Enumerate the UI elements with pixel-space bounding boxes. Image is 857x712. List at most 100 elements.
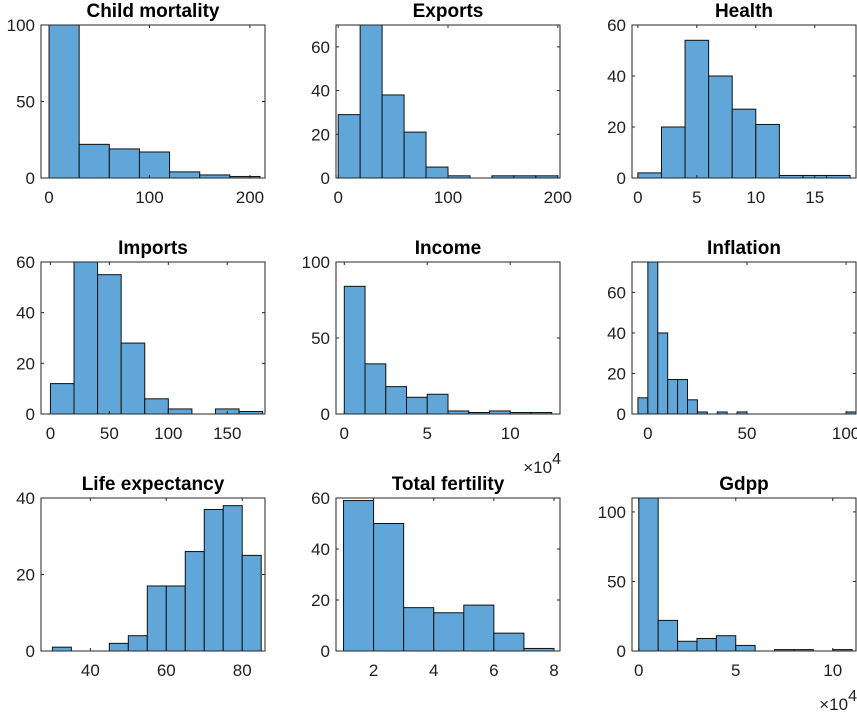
y-tick-label: 50 bbox=[311, 329, 330, 348]
y-tick-label: 0 bbox=[617, 405, 626, 424]
histogram-bar bbox=[493, 632, 525, 651]
histogram-bar bbox=[73, 262, 99, 414]
subplot-title: Imports bbox=[118, 238, 188, 259]
x-tick-label: 5 bbox=[423, 424, 432, 443]
bars bbox=[343, 500, 555, 651]
axes-frame bbox=[40, 261, 266, 415]
x-tick-label: 0 bbox=[633, 188, 642, 207]
subplot-title: Life expectancy bbox=[82, 474, 225, 495]
histogram-bar bbox=[530, 411, 553, 414]
bars bbox=[637, 39, 851, 178]
histogram-bar bbox=[637, 172, 662, 178]
x-tick-label: 80 bbox=[233, 661, 252, 680]
histogram-bar bbox=[78, 143, 110, 178]
histogram-bar bbox=[343, 285, 366, 414]
x-tick-label: 150 bbox=[213, 424, 241, 443]
histogram-bar bbox=[638, 498, 659, 651]
subplot-6: 40 60 80 0 20 40 Life expectancy bbox=[16, 474, 266, 680]
x-tick-label: 200 bbox=[544, 188, 572, 207]
y-tick-label: 20 bbox=[311, 125, 330, 144]
y-tick-label: 100 bbox=[302, 253, 330, 272]
x-tick-label: 6 bbox=[489, 661, 498, 680]
histogram-bar bbox=[657, 619, 679, 651]
histogram-bar bbox=[667, 379, 679, 414]
x-tick-label: 50 bbox=[738, 424, 757, 443]
y-tick-label: 20 bbox=[311, 591, 330, 610]
histogram-bar bbox=[647, 262, 659, 414]
subplot-title: Income bbox=[415, 238, 482, 259]
y-tick-label: 20 bbox=[607, 118, 626, 137]
x-tick-label: 0 bbox=[333, 188, 342, 207]
histogram-bar bbox=[364, 363, 387, 414]
y-tick-label: 40 bbox=[607, 67, 626, 86]
y-tick-label: 60 bbox=[311, 489, 330, 508]
bars bbox=[48, 25, 261, 178]
subplot-5: 0 50 100 0 20 40 60 Inflation bbox=[607, 238, 857, 443]
histogram-bar bbox=[222, 505, 243, 651]
x-tick-label: 4 bbox=[429, 661, 438, 680]
x-exponent-label: ×104 bbox=[523, 451, 561, 477]
subplot-title: Exports bbox=[413, 1, 484, 22]
subplot-3: 0 50 100 150 0 20 40 60 Imports bbox=[16, 238, 266, 443]
y-tick-label: 40 bbox=[16, 304, 35, 323]
histogram-bar bbox=[373, 523, 405, 651]
x-tick-label: 100 bbox=[135, 188, 163, 207]
y-tick-label: 0 bbox=[617, 642, 626, 661]
y-tick-label: 40 bbox=[16, 489, 35, 508]
histogram-bar bbox=[657, 332, 669, 414]
x-tick-label: 10 bbox=[823, 661, 842, 680]
histogram-bar bbox=[165, 585, 186, 651]
subplot-title: Total fertility bbox=[392, 474, 505, 495]
histogram-bar bbox=[731, 108, 757, 178]
histogram-bar bbox=[385, 386, 408, 414]
x-tick-label: 50 bbox=[100, 424, 119, 443]
y-tick-label: 20 bbox=[607, 364, 626, 383]
y-tick-label: 0 bbox=[26, 642, 35, 661]
histogram-bar bbox=[677, 640, 698, 651]
histogram-bar bbox=[687, 399, 698, 414]
y-tick-label: 60 bbox=[607, 283, 626, 302]
y-tick-label: 40 bbox=[311, 82, 330, 101]
x-tick-label: 0 bbox=[634, 661, 643, 680]
subplot-title: Health bbox=[715, 1, 773, 22]
y-tick-label: 0 bbox=[617, 169, 626, 188]
histogram-bar bbox=[144, 398, 169, 414]
y-tick-label: 40 bbox=[607, 324, 626, 343]
histogram-bar bbox=[403, 607, 435, 651]
axes-frame bbox=[631, 261, 857, 415]
histogram-bar bbox=[169, 171, 201, 178]
axes-frame bbox=[631, 24, 857, 179]
x-tick-label: 200 bbox=[236, 188, 264, 207]
y-tick-label: 50 bbox=[16, 93, 35, 112]
x-tick-label: 0 bbox=[643, 424, 652, 443]
histogram-bar bbox=[337, 114, 361, 178]
bars bbox=[337, 25, 559, 178]
x-tick-label: 2 bbox=[369, 661, 378, 680]
histogram-bar bbox=[755, 123, 780, 178]
x-tick-label: 100 bbox=[434, 188, 462, 207]
subplot-title: Gdpp bbox=[719, 474, 769, 495]
histogram-bar bbox=[51, 646, 72, 651]
histogram-bar bbox=[127, 635, 148, 651]
histogram-bar bbox=[48, 25, 80, 178]
x-tick-label: 60 bbox=[157, 661, 176, 680]
y-tick-label: 60 bbox=[311, 38, 330, 57]
x-tick-label: 100 bbox=[832, 424, 857, 443]
x-exponent-label: ×104 bbox=[819, 688, 857, 712]
x-tick-label: 8 bbox=[549, 661, 558, 680]
histogram-bar bbox=[426, 393, 449, 414]
y-tick-label: 20 bbox=[16, 354, 35, 373]
subplot-7: 2 4 6 8 0 20 40 60 Total fertility bbox=[311, 474, 561, 680]
y-tick-label: 60 bbox=[607, 16, 626, 35]
histogram-bar bbox=[203, 508, 224, 651]
y-tick-label: 50 bbox=[607, 572, 626, 591]
x-tick-label: 5 bbox=[731, 661, 740, 680]
histogram-bar bbox=[637, 397, 649, 414]
x-tick-label: 5 bbox=[692, 188, 701, 207]
histogram-bar bbox=[463, 604, 495, 651]
y-tick-label: 20 bbox=[16, 566, 35, 585]
histogram-bar bbox=[660, 126, 686, 178]
y-tick-label: 0 bbox=[26, 169, 35, 188]
